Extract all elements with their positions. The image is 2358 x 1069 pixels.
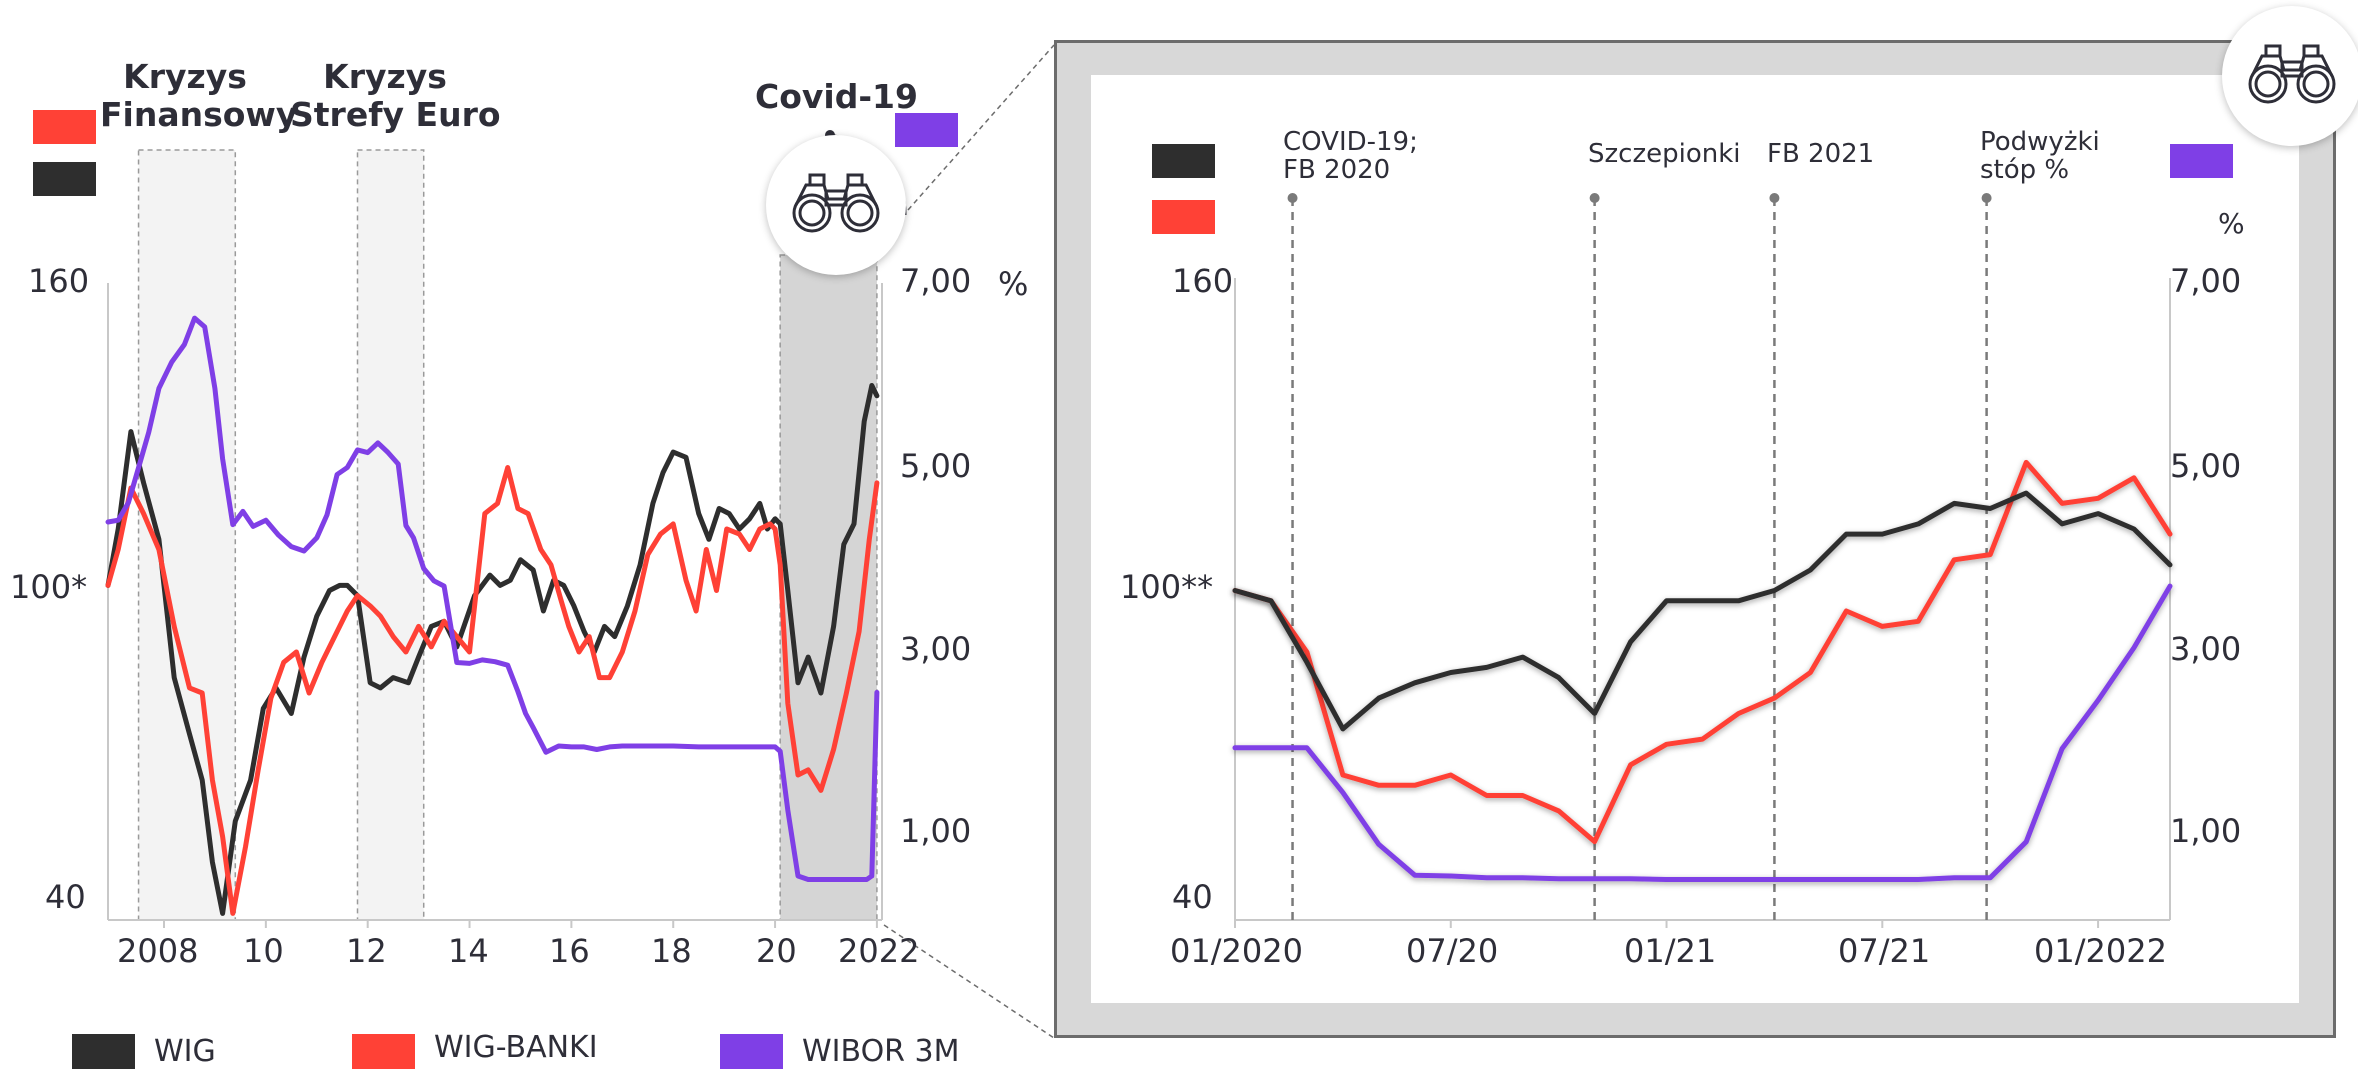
legend-label-wibor: WIBOR 3M [802,1034,960,1069]
zoom-right-tick-5: 5,00 [2170,447,2242,485]
main-x-tick-14: 14 [448,932,489,970]
zoom-series-wig [1232,490,2173,732]
main-left-tick-100: 100* [10,568,88,606]
event-label-covid: Covid-19 [755,77,918,116]
legend-label-wig: WIG [154,1034,216,1069]
main-x-tick-10: 10 [243,932,284,970]
main-x-tick-16: 16 [549,932,590,970]
zoom-right-tick-1: 1,00 [2170,812,2242,850]
zoom-event-dot-1 [1589,193,1600,203]
legend-swatch-wig-banki [352,1034,415,1069]
zoom-x-tick-01-2022: 01/2022 [2034,932,2167,970]
zoom-event-label-covid: COVID-19; FB 2020 [1283,127,1418,185]
event-label-kryzys-finansowy: Kryzys Finansowy [100,57,298,134]
main-series-wibor-3m [105,315,880,882]
binoculars-icon [2248,44,2336,104]
main-x-tick-2022: 2022 [838,932,920,970]
main-right-tick-7: 7,00 [900,262,972,300]
main-x-tick-18: 18 [651,932,692,970]
zoom-series-wibor-3m [1232,583,2173,882]
main-left-tick-40: 40 [45,878,86,916]
main-right-unit: % [998,265,1029,303]
main-x-tick-20: 20 [756,932,797,970]
main-right-tick-5: 5,00 [900,447,972,485]
zoom-event-dot-0 [1287,193,1298,203]
zoom-right-unit: % [2218,207,2245,240]
main-right-tick-1: 1,00 [900,812,972,850]
legend-swatch-wibor [720,1034,783,1069]
zoom-event-label-szczepionki: Szczepionki [1588,139,1741,169]
zoom-event-dot-3 [1981,193,1992,203]
event-label-kryzys-strefy-euro: Kryzys Strefy Euro [290,57,501,134]
zoom-left-tick-160: 160 [1172,262,1234,300]
zoom-swatch-wig-banki [1152,200,1215,234]
zoom-right-tick-7: 7,00 [2170,262,2242,300]
main-swatch-wibor [895,113,958,147]
legend-label-wig-banki: WIG-BANKI [434,1030,598,1065]
zoom-series-wig-banki [1232,459,2173,845]
main-series-wig-banki [105,465,880,916]
zoom-left-tick-100: 100** [1120,568,1214,606]
main-right-tick-3: 3,00 [900,630,972,668]
binoculars-badge-zoom [2222,6,2358,146]
zoom-connector-top [907,44,1055,211]
zoom-event-label-fb2021: FB 2021 [1767,139,1875,169]
main-x-tick-2008: 2008 [117,932,199,970]
zoom-connector-bottom [883,924,1055,1039]
zoom-event-label-podwyzki: Podwyżki stóp % [1980,127,2100,185]
main-left-tick-160: 160 [28,262,90,300]
binoculars-icon [792,173,880,233]
zoom-event-dot-2 [1769,193,1780,203]
legend-swatch-wig [72,1034,135,1069]
zoom-swatch-wig [1152,144,1215,178]
main-swatch-wig-banki [33,110,96,144]
zoom-right-tick-3: 3,00 [2170,630,2242,668]
zoom-swatch-wibor [2170,144,2233,178]
zoom-x-tick-07-20: 07/20 [1406,932,1499,970]
zoom-x-tick-07-21: 07/21 [1838,932,1931,970]
zoom-x-tick-01-2020: 01/2020 [1170,932,1303,970]
main-x-tick-12: 12 [346,932,387,970]
main-series-wig [105,383,880,916]
zoom-x-tick-01-21: 01/21 [1624,932,1717,970]
main-swatch-wig [33,162,96,196]
binoculars-badge-main [766,135,906,275]
zoom-left-tick-40: 40 [1172,878,1213,916]
